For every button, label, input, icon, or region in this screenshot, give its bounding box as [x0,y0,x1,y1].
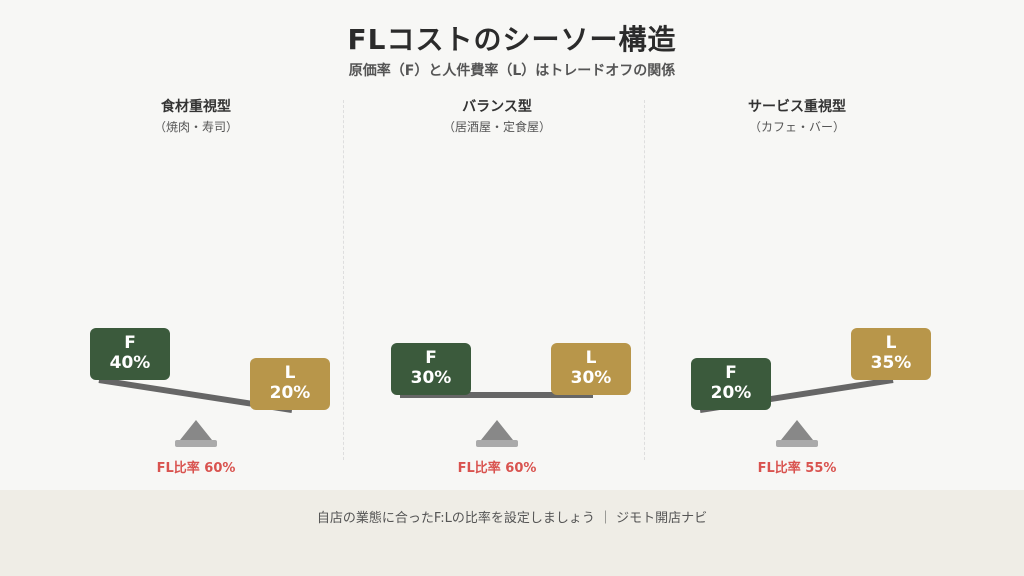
labor-cost-label: L [585,348,597,368]
fl-ratio: FL比率 60% [457,461,537,476]
page-subtitle: 原価率（F）と人件費率（L）はトレードオフの関係 [348,63,676,79]
labor-cost-value: 35% [870,353,912,373]
panel-title: 食材重視型 [161,99,231,115]
food-cost-label: F [124,333,136,353]
seesaw [699,377,894,447]
food-cost-box: F 30% [391,343,471,395]
labor-cost-label: L [885,333,897,353]
panel-title: バランス型 [462,99,532,115]
food-cost-value: 40% [109,353,151,373]
food-cost-box: F 20% [691,358,771,410]
seesaw-panel: バランス型 （居酒屋・定食屋） F 30% L 30% FL比率 60% [347,0,647,490]
food-cost-box: F 40% [90,328,170,380]
fulcrum-base [776,440,818,447]
fulcrum-icon [481,420,513,440]
page-title: FLコストのシーソー構造 [347,23,677,56]
labor-cost-value: 30% [570,368,612,388]
food-cost-value: 30% [410,368,452,388]
labor-cost-label: L [284,363,296,383]
fulcrum-icon [180,420,212,440]
panel-subtitle: （焼肉・寿司） [153,120,238,134]
food-cost-label: F [725,363,737,383]
labor-cost-box: L 30% [551,343,631,395]
fulcrum-icon [781,420,813,440]
panel-subtitle: （居酒屋・定食屋） [442,120,551,134]
fulcrum-base [175,440,217,447]
food-cost-label: F [425,348,437,368]
divider [644,100,645,460]
panel-subtitle: （カフェ・バー） [748,120,845,134]
footer-text: 自店の業態に合ったF:Lの比率を設定しましょう ｜ ジモト開店ナビ [316,511,708,526]
seesaw-panel: 食材重視型 （焼肉・寿司） F 40% L 20% FL比率 60% [46,0,346,490]
seesaw-panel: サービス重視型 （カフェ・バー） F 20% L 35% FL比率 55% [647,0,947,490]
seesaw [400,392,593,447]
labor-cost-box: L 20% [250,358,330,410]
food-cost-value: 20% [710,383,752,403]
panel-title: サービス重視型 [748,99,846,115]
footer-band [0,490,1024,576]
divider [343,100,344,460]
labor-cost-box: L 35% [851,328,931,380]
fl-ratio: FL比率 55% [757,461,837,476]
labor-cost-value: 20% [269,383,311,403]
fulcrum-base [476,440,518,447]
fl-ratio: FL比率 60% [156,461,236,476]
seesaw [98,377,293,447]
